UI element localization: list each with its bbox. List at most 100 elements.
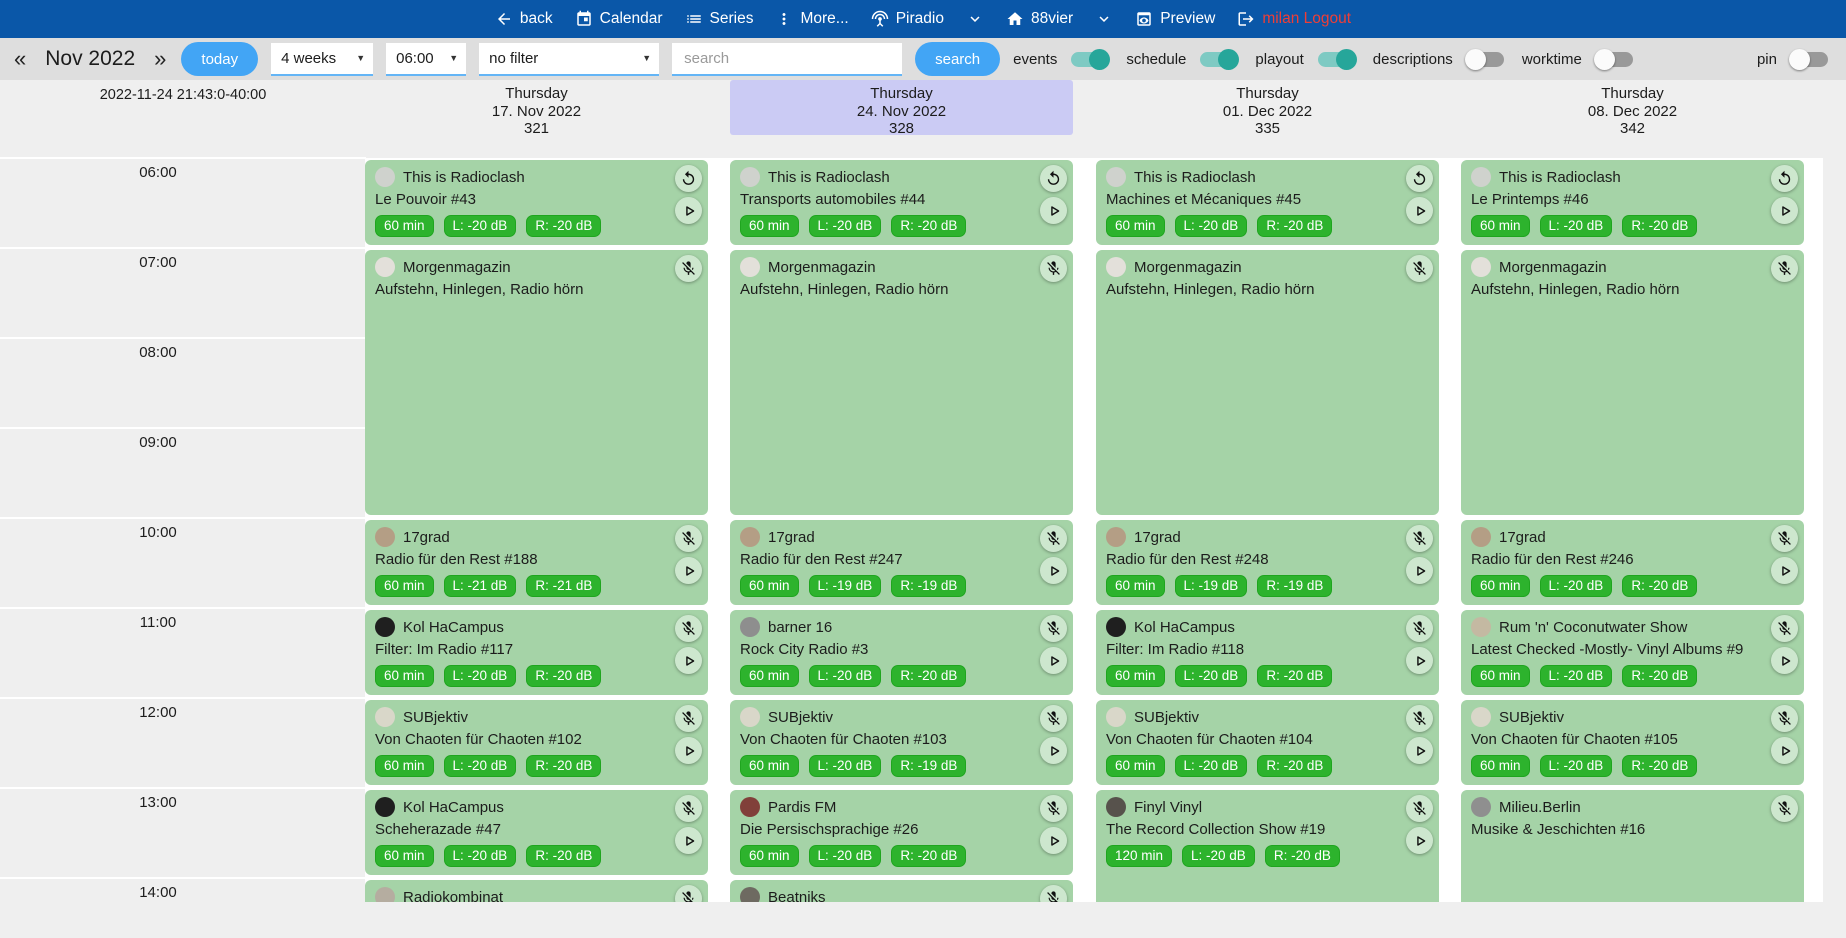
event-card[interactable]: SUBjektiv Von Chaoten für Chaoten #103 60 … [730,700,1073,785]
play-button[interactable] [675,647,702,674]
mute-button[interactable] [1406,705,1433,732]
mute-button[interactable] [1771,525,1798,552]
play-button[interactable] [1406,737,1433,764]
nav-preview[interactable]: Preview [1135,10,1215,28]
nav-piradio[interactable]: Piradio [871,10,944,28]
play-button[interactable] [1406,827,1433,854]
descriptions-toggle[interactable] [1464,48,1504,70]
mute-button[interactable] [1771,255,1798,282]
mute-button[interactable] [1406,795,1433,822]
schedule-toggle[interactable] [1200,48,1240,70]
mute-button[interactable] [675,795,702,822]
mute-button[interactable] [1040,255,1067,282]
event-card[interactable]: Beatniks [730,880,1073,902]
event-card[interactable]: SUBjektiv Von Chaoten für Chaoten #105 60 … [1461,700,1804,785]
play-button[interactable] [1771,557,1798,584]
event-card[interactable]: 17grad Radio für den Rest #248 60 min L: -1… [1096,520,1439,605]
mute-button[interactable] [675,255,702,282]
play-button[interactable] [1040,827,1067,854]
replay-button[interactable] [1040,165,1067,192]
mute-button[interactable] [1040,885,1067,902]
replay-button[interactable] [1771,165,1798,192]
nav-calendar[interactable]: Calendar [575,10,663,28]
play-button[interactable] [1406,557,1433,584]
mute-button[interactable] [1040,615,1067,642]
filter-select[interactable]: no filter ▼ [479,42,660,76]
nav-back[interactable]: back [495,10,553,28]
event-card[interactable]: Morgenmagazin Aufstehn, Hinlegen, Radio h… [365,250,708,515]
event-card[interactable]: This is Radioclash Transports automobiles… [730,160,1073,245]
play-button[interactable] [1406,197,1433,224]
event-card[interactable]: Morgenmagazin Aufstehn, Hinlegen, Radio h… [1461,250,1804,515]
event-card[interactable]: barner 16 Rock City Radio #3 60 min L: -20 … [730,610,1073,695]
nav-series[interactable]: Series [685,10,753,28]
event-badges: 60 min L: -20 dB R: -20 dB [375,845,698,867]
hour-gridline [0,517,366,519]
events-toggle[interactable] [1071,48,1111,70]
play-button[interactable] [675,827,702,854]
prev-month-button[interactable]: « [14,46,27,71]
pin-toggle[interactable] [1789,48,1828,70]
play-button[interactable] [1040,557,1067,584]
search-input[interactable] [672,42,903,76]
play-button[interactable] [1771,197,1798,224]
range-select[interactable]: 4 weeks ▼ [271,42,374,76]
event-card[interactable]: This is Radioclash Le Pouvoir #43 60 min L:… [365,160,708,245]
event-subtitle: Rock City Radio #3 [740,641,869,658]
event-card[interactable]: This is Radioclash Le Printemps #46 60 min… [1461,160,1804,245]
replay-button[interactable] [675,165,702,192]
mute-button[interactable] [675,525,702,552]
event-card[interactable]: Finyl Vinyl The Record Collection Show #1… [1096,790,1439,902]
play-button[interactable] [1040,737,1067,764]
layer-toggles: events schedule playout descriptions worktim… [1013,48,1633,70]
mic-off-icon [1411,710,1428,727]
event-card[interactable]: Morgenmagazin Aufstehn, Hinlegen, Radio h… [730,250,1073,515]
mute-button[interactable] [1040,705,1067,732]
play-button[interactable] [1040,647,1067,674]
event-card[interactable]: Pardis FM Die Persischsprachige #26 60 min… [730,790,1073,875]
play-button[interactable] [1040,197,1067,224]
play-button[interactable] [675,197,702,224]
nav-piradio-caret[interactable] [966,10,984,28]
event-card[interactable]: Rum 'n' Coconutwater Show Latest Checked … [1461,610,1804,695]
search-button[interactable]: search [915,42,1001,76]
mute-button[interactable] [1040,525,1067,552]
next-month-button[interactable]: » [154,46,167,71]
event-card[interactable]: SUBjektiv Von Chaoten für Chaoten #104 60 … [1096,700,1439,785]
mute-button[interactable] [1406,615,1433,642]
mute-button[interactable] [675,705,702,732]
worktime-toggle[interactable] [1593,48,1633,70]
event-card[interactable]: Morgenmagazin Aufstehn, Hinlegen, Radio h… [1096,250,1439,515]
mute-button[interactable] [675,885,702,902]
play-button[interactable] [675,557,702,584]
play-button[interactable] [1771,737,1798,764]
mute-button[interactable] [1406,525,1433,552]
mute-button[interactable] [1040,795,1067,822]
today-button[interactable]: today [181,42,259,76]
event-card[interactable]: 17grad Radio für den Rest #188 60 min L: -2… [365,520,708,605]
nav-88vier[interactable]: 88vier [1006,10,1073,28]
event-card[interactable]: Kol HaCampus Filter: Im Radio #117 60 min L… [365,610,708,695]
nav-more[interactable]: More... [775,10,849,28]
mute-button[interactable] [1771,795,1798,822]
play-button[interactable] [1406,647,1433,674]
play-button[interactable] [675,737,702,764]
play-button[interactable] [1771,647,1798,674]
replay-button[interactable] [1406,165,1433,192]
event-card[interactable]: 17grad Radio für den Rest #246 60 min L: -2… [1461,520,1804,605]
event-card[interactable]: SUBjektiv Von Chaoten für Chaoten #102 60 … [365,700,708,785]
event-card[interactable]: Kol HaCampus Scheherazade #47 60 min L: -20… [365,790,708,875]
event-card[interactable]: 17grad Radio für den Rest #247 60 min L: -1… [730,520,1073,605]
mute-button[interactable] [1406,255,1433,282]
mute-button[interactable] [675,615,702,642]
event-card[interactable]: This is Radioclash Machines et Mécaniques… [1096,160,1439,245]
nav-logout[interactable]: milan Logout [1237,10,1351,28]
event-card[interactable]: Kol HaCampus Filter: Im Radio #118 60 min L… [1096,610,1439,695]
mute-button[interactable] [1771,705,1798,732]
mute-button[interactable] [1771,615,1798,642]
nav-station-caret[interactable] [1095,10,1113,28]
playout-toggle[interactable] [1317,48,1357,70]
day-start-select[interactable]: 06:00 ▼ [386,42,467,76]
event-card[interactable]: Milieu.Berlin Musike & Jeschichten #16 [1461,790,1804,902]
event-card[interactable]: Radiokombinat [365,880,708,902]
